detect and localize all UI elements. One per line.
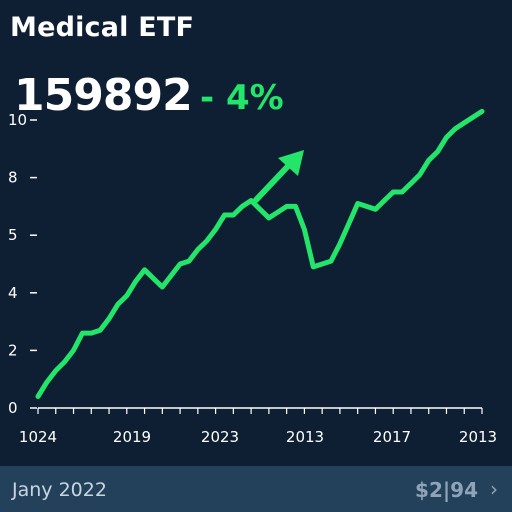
arrow-up-right-icon bbox=[253, 150, 304, 203]
y-tick-label: 0 bbox=[8, 399, 18, 417]
chevron-right-icon[interactable]: › bbox=[490, 477, 498, 501]
x-axis-ticks: 1024 2019 2023 2013 2017 2013 bbox=[19, 428, 497, 446]
y-tick-label: 8 bbox=[8, 169, 18, 187]
change-percent: - 4% bbox=[200, 78, 284, 118]
y-tick-label: 5 bbox=[8, 226, 18, 244]
x-tick-label: 1024 bbox=[19, 428, 57, 446]
page-title: Medical ETF bbox=[10, 12, 195, 43]
x-tick-label: 2013 bbox=[286, 428, 324, 446]
chart-axes bbox=[37, 407, 483, 414]
x-tick-label: 2017 bbox=[373, 428, 411, 446]
series-line bbox=[35, 108, 485, 399]
footer-price: $2|94 bbox=[415, 478, 478, 502]
headline-value: 159892 bbox=[14, 70, 193, 121]
x-tick-label: 2019 bbox=[113, 428, 151, 446]
y-tick-label: 10 bbox=[8, 111, 27, 129]
footer-bar: Jany 2022 $2|94 › bbox=[0, 466, 512, 512]
y-tick-label: 4 bbox=[8, 284, 18, 302]
x-tick-label: 2023 bbox=[201, 428, 239, 446]
x-tick-label: 2013 bbox=[459, 428, 497, 446]
y-axis-ticks: 10 8 5 4 2 0 bbox=[8, 111, 37, 417]
y-tick-label: 2 bbox=[8, 341, 18, 359]
footer-date: Jany 2022 bbox=[12, 479, 107, 501]
chart-series bbox=[35, 108, 485, 399]
